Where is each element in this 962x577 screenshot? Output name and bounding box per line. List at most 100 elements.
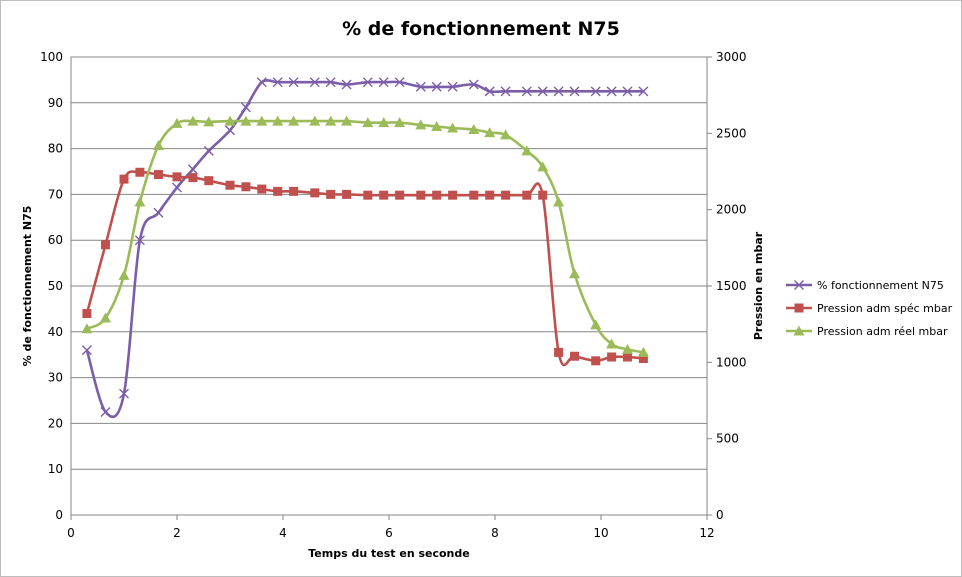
data-point [288, 77, 299, 88]
x-tick-label: 2 [173, 526, 181, 540]
y2-tick-label: 1000 [716, 355, 747, 369]
y2-tick-label: 2000 [716, 203, 747, 217]
series-square [82, 167, 648, 367]
data-point [521, 86, 532, 97]
data-point [378, 77, 389, 88]
data-point [415, 119, 427, 130]
legend-item: Pression adm spéc mbar [786, 302, 953, 315]
y-tick-label: 80 [48, 142, 63, 156]
y-tick-label: 20 [48, 416, 63, 430]
legend: % fonctionnement N75 Pression adm spéc mb… [786, 279, 953, 338]
data-point [448, 190, 458, 200]
data-point [225, 125, 235, 136]
x-tick-label: 12 [699, 526, 714, 540]
data-point [325, 115, 337, 126]
data-point [362, 77, 373, 88]
data-point [484, 86, 495, 97]
data-point [538, 190, 548, 200]
data-point [569, 86, 580, 97]
data-point [590, 319, 602, 330]
data-point [341, 79, 352, 90]
y-tick-label: 10 [48, 462, 63, 476]
legend-item: % fonctionnement N75 [786, 279, 944, 292]
y-tick-label: 0 [55, 508, 63, 522]
series-x [81, 77, 649, 419]
legend-label: Pression adm spéc mbar [817, 302, 953, 315]
data-point [342, 189, 352, 199]
data-point [537, 86, 548, 97]
y-tick-label: 40 [48, 325, 63, 339]
data-point [501, 190, 511, 200]
data-point [310, 188, 320, 198]
data-point [153, 170, 163, 180]
data-point [288, 115, 300, 126]
data-point [570, 351, 579, 361]
series-layer [81, 77, 649, 419]
data-point [379, 190, 389, 200]
data-point [187, 164, 198, 175]
legend-marker [794, 303, 804, 313]
data-point [272, 115, 284, 126]
data-point [309, 77, 320, 88]
chart-title: % de fonctionnement N75 [342, 18, 620, 40]
data-point [256, 115, 268, 126]
data-point [240, 102, 251, 113]
data-point [623, 352, 632, 362]
data-point [468, 79, 479, 90]
data-point [135, 167, 145, 177]
data-point [362, 117, 374, 128]
data-point [81, 345, 92, 356]
data-point [638, 86, 649, 97]
x-tick-label: 10 [593, 526, 608, 540]
data-point [256, 77, 267, 88]
data-point [500, 86, 511, 97]
y2-axis-label: Pression en mbar [752, 231, 765, 340]
data-point [204, 176, 214, 186]
grid-layer [71, 56, 707, 470]
data-point [432, 190, 442, 200]
legend-label: % fonctionnement N75 [817, 279, 944, 292]
data-point [431, 120, 443, 131]
data-point [118, 269, 130, 280]
data-point [447, 81, 458, 92]
x-tick-label: 0 [67, 526, 75, 540]
data-point [100, 406, 111, 417]
data-point [273, 186, 283, 196]
data-point [241, 182, 251, 192]
data-point [591, 356, 601, 366]
data-point [637, 346, 649, 357]
data-point [257, 184, 267, 194]
data-point [553, 86, 564, 97]
y2-tick-label: 1500 [716, 279, 747, 293]
data-point [606, 338, 618, 349]
data-point [272, 77, 283, 88]
data-point [590, 86, 601, 97]
data-point [537, 161, 549, 172]
legend-item: Pression adm réel mbar [786, 325, 948, 338]
data-point [522, 190, 532, 200]
data-point [469, 190, 479, 200]
data-point [81, 323, 93, 334]
data-point [309, 115, 321, 126]
data-point [485, 190, 495, 200]
data-point [395, 190, 405, 200]
data-point [484, 127, 496, 138]
data-point [240, 115, 252, 126]
data-point [172, 182, 182, 193]
data-point [554, 347, 564, 357]
data-point [134, 196, 146, 207]
data-point [607, 352, 617, 362]
data-point [341, 115, 353, 126]
data-point [326, 189, 336, 199]
data-point [447, 122, 459, 133]
y2-tick-label: 2500 [716, 126, 747, 140]
data-point [82, 308, 92, 318]
data-point [224, 115, 236, 126]
x-tick-label: 6 [385, 526, 393, 540]
data-point [468, 124, 480, 135]
data-point [622, 86, 633, 97]
data-point [622, 343, 633, 354]
data-point [289, 186, 299, 196]
data-point [225, 180, 235, 190]
